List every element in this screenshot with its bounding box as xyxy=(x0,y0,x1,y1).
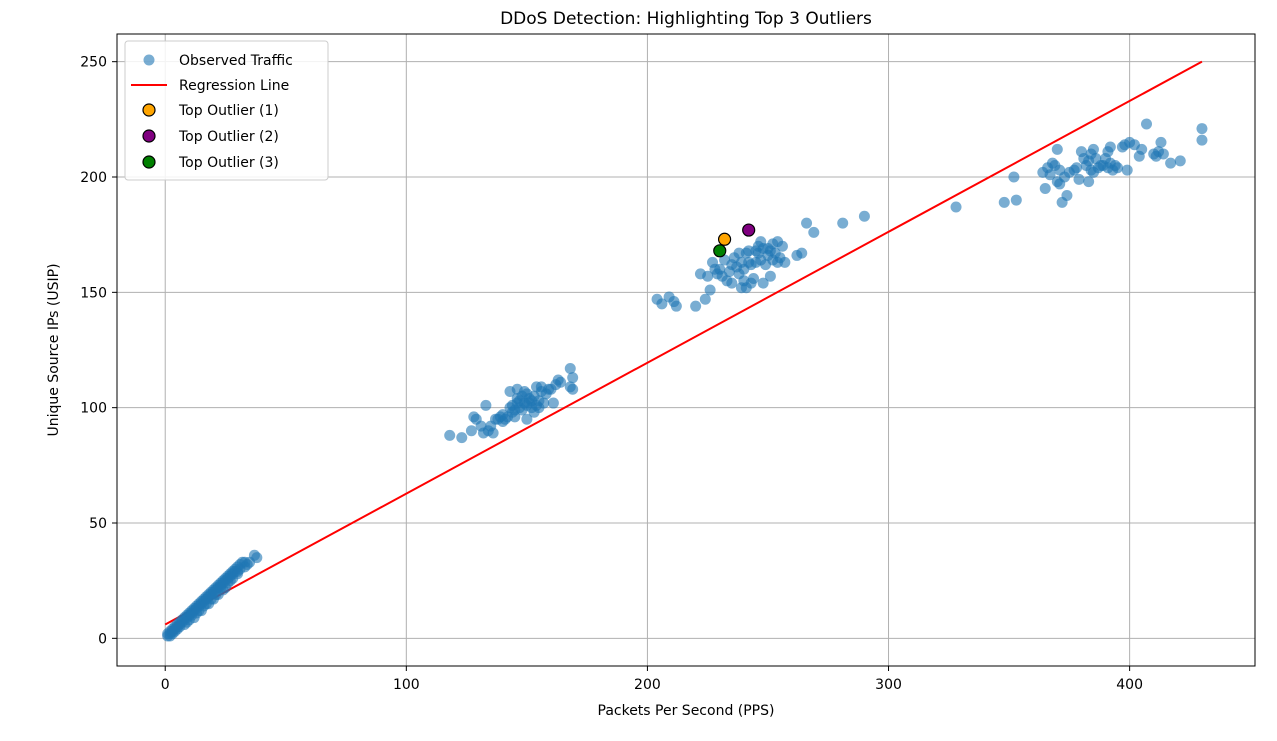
y-tick-label: 100 xyxy=(80,401,107,417)
observed-point xyxy=(487,427,499,439)
x-tick-label: 0 xyxy=(161,677,170,693)
observed-point xyxy=(1008,171,1020,183)
observed-point xyxy=(1112,162,1124,174)
observed-point xyxy=(757,277,769,289)
observed-point xyxy=(796,247,808,259)
observed-point xyxy=(656,298,668,310)
x-tick-label: 100 xyxy=(393,677,420,693)
observed-point xyxy=(1196,134,1208,146)
observed-points xyxy=(162,118,1208,642)
legend-label-outlier-1: Top Outlier (1) xyxy=(178,103,279,119)
observed-point xyxy=(200,598,212,610)
observed-point xyxy=(776,240,788,252)
observed-point xyxy=(1104,141,1116,153)
observed-point xyxy=(564,362,576,374)
observed-point xyxy=(1155,136,1167,148)
observed-point xyxy=(480,399,492,411)
observed-point xyxy=(521,388,533,400)
observed-point xyxy=(779,256,791,268)
observed-point xyxy=(444,429,456,441)
y-tick-label: 200 xyxy=(80,170,107,186)
legend-marker-outlier-2 xyxy=(142,129,156,143)
observed-point xyxy=(670,300,682,312)
observed-point xyxy=(511,397,523,409)
x-axis-ticks: 0 100 200 300 400 xyxy=(161,666,1143,693)
chart-title: DDoS Detection: Highlighting Top 3 Outli… xyxy=(500,9,872,29)
observed-point xyxy=(1083,176,1095,188)
y-tick-label: 150 xyxy=(80,285,107,301)
observed-point xyxy=(1157,148,1169,160)
observed-point xyxy=(950,201,962,213)
observed-point xyxy=(702,270,714,282)
observed-point xyxy=(1174,155,1186,167)
observed-point xyxy=(1196,123,1208,135)
legend-label-regression: Regression Line xyxy=(179,78,289,94)
legend: Observed Traffic Regression Line Top Out… xyxy=(124,40,329,181)
observed-point xyxy=(998,196,1010,208)
observed-point xyxy=(509,411,521,423)
observed-point xyxy=(699,293,711,305)
legend-marker-outlier-3 xyxy=(142,155,156,169)
observed-point xyxy=(1061,189,1073,201)
outlier-point-3 xyxy=(713,244,727,258)
observed-point xyxy=(538,397,550,409)
observed-point xyxy=(1121,164,1133,176)
observed-point xyxy=(837,217,849,229)
observed-point xyxy=(1087,143,1099,155)
legend-marker-outlier-1 xyxy=(142,103,156,117)
observed-point xyxy=(535,386,547,398)
observed-point xyxy=(1136,143,1148,155)
regression-line xyxy=(164,60,1203,626)
legend-label-observed: Observed Traffic xyxy=(179,53,293,69)
observed-point xyxy=(1051,143,1063,155)
y-tick-label: 0 xyxy=(98,631,107,647)
outlier-points xyxy=(713,223,756,258)
observed-point xyxy=(232,568,244,580)
observed-point xyxy=(748,272,760,284)
observed-point xyxy=(1071,162,1083,174)
outlier-point-1 xyxy=(717,232,732,246)
observed-point xyxy=(726,277,738,289)
observed-point xyxy=(801,217,813,229)
x-axis-title: Packets Per Second (PPS) xyxy=(598,703,775,719)
y-tick-label: 250 xyxy=(80,55,107,71)
observed-point xyxy=(858,210,870,222)
observed-point xyxy=(690,300,702,312)
observed-point xyxy=(456,432,468,444)
observed-point xyxy=(239,561,251,573)
x-tick-label: 400 xyxy=(1116,677,1143,693)
observed-point xyxy=(567,383,579,395)
observed-point xyxy=(1044,169,1056,181)
observed-point xyxy=(1073,173,1085,185)
observed-point xyxy=(764,270,776,282)
observed-point xyxy=(1010,194,1022,206)
x-tick-label: 300 xyxy=(875,677,902,693)
observed-point xyxy=(704,284,716,296)
observed-point xyxy=(567,372,579,384)
outlier-point-2 xyxy=(742,223,756,237)
observed-point xyxy=(217,584,229,596)
y-axis-ticks: 0 50 100 150 200 250 xyxy=(80,55,117,647)
observed-point xyxy=(555,376,567,388)
observed-point xyxy=(490,413,502,425)
legend-label-outlier-3: Top Outlier (3) xyxy=(178,155,279,171)
observed-point xyxy=(1141,118,1153,130)
observed-point xyxy=(547,397,559,409)
legend-box xyxy=(124,40,329,181)
regression-layer xyxy=(164,60,1203,626)
x-tick-label: 200 xyxy=(634,677,661,693)
observed-point xyxy=(1039,183,1051,195)
y-tick-label: 50 xyxy=(89,516,107,532)
observed-point xyxy=(465,425,477,437)
observed-point xyxy=(808,226,820,238)
plot-frame xyxy=(116,33,1256,667)
observed-point xyxy=(521,413,533,425)
observed-point xyxy=(1165,157,1177,169)
legend-label-outlier-2: Top Outlier (2) xyxy=(178,129,279,145)
legend-marker-observed xyxy=(143,54,155,66)
y-axis-title: Unique Source IPs (USIP) xyxy=(46,263,62,436)
observed-point xyxy=(191,607,203,619)
